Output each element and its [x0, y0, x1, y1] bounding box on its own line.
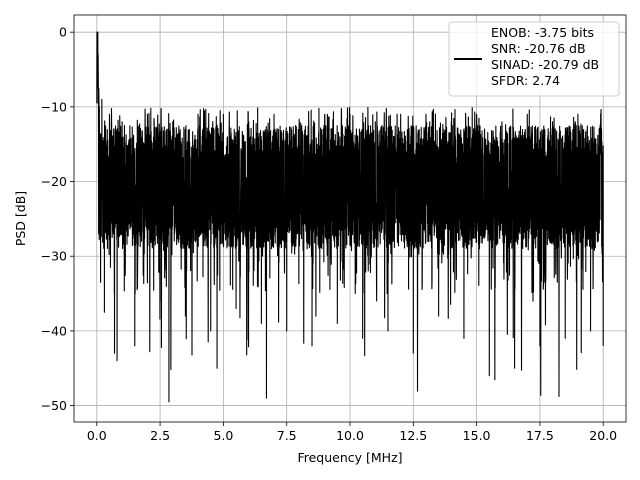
y-tick-label: −30: [41, 249, 67, 264]
y-tick-label: −10: [41, 99, 67, 114]
psd-series-line: [96, 31, 604, 403]
y-tick-label: −20: [41, 174, 67, 189]
legend: ENOB: -3.75 bits SNR: -20.76 dB SINAD: -…: [448, 21, 620, 97]
x-tick-label: 10.0: [336, 428, 364, 443]
x-tick-label: 0.0: [87, 428, 107, 443]
x-tick-label: 2.5: [150, 428, 170, 443]
legend-line-sinad: SINAD: -20.79 dB: [491, 57, 599, 72]
legend-line-snr: SNR: -20.76 dB: [491, 41, 586, 56]
x-tick-label: 15.0: [463, 428, 491, 443]
tick-layer: 0.0 2.5 5.0 7.5 10.0 12.5 15.0 17.5 20.0 0 −10 −20 −…: [41, 25, 618, 443]
x-tick-label: 12.5: [399, 428, 427, 443]
legend-line-sfdr: SFDR: 2.74: [491, 73, 560, 88]
y-axis-label: PSD [dB]: [13, 191, 28, 246]
y-tick-label: 0: [59, 25, 67, 40]
x-tick-label: 20.0: [589, 428, 617, 443]
legend-line-enob: ENOB: -3.75 bits: [491, 25, 594, 40]
y-tick-label: −40: [41, 323, 67, 338]
plot-layer: [96, 31, 604, 403]
x-tick-label: 7.5: [277, 428, 297, 443]
y-tick-label: −50: [41, 398, 67, 413]
x-tick-label: 17.5: [526, 428, 554, 443]
x-axis-label: Frequency [MHz]: [297, 450, 402, 465]
x-tick-label: 5.0: [213, 428, 233, 443]
legend-box: [448, 21, 620, 97]
